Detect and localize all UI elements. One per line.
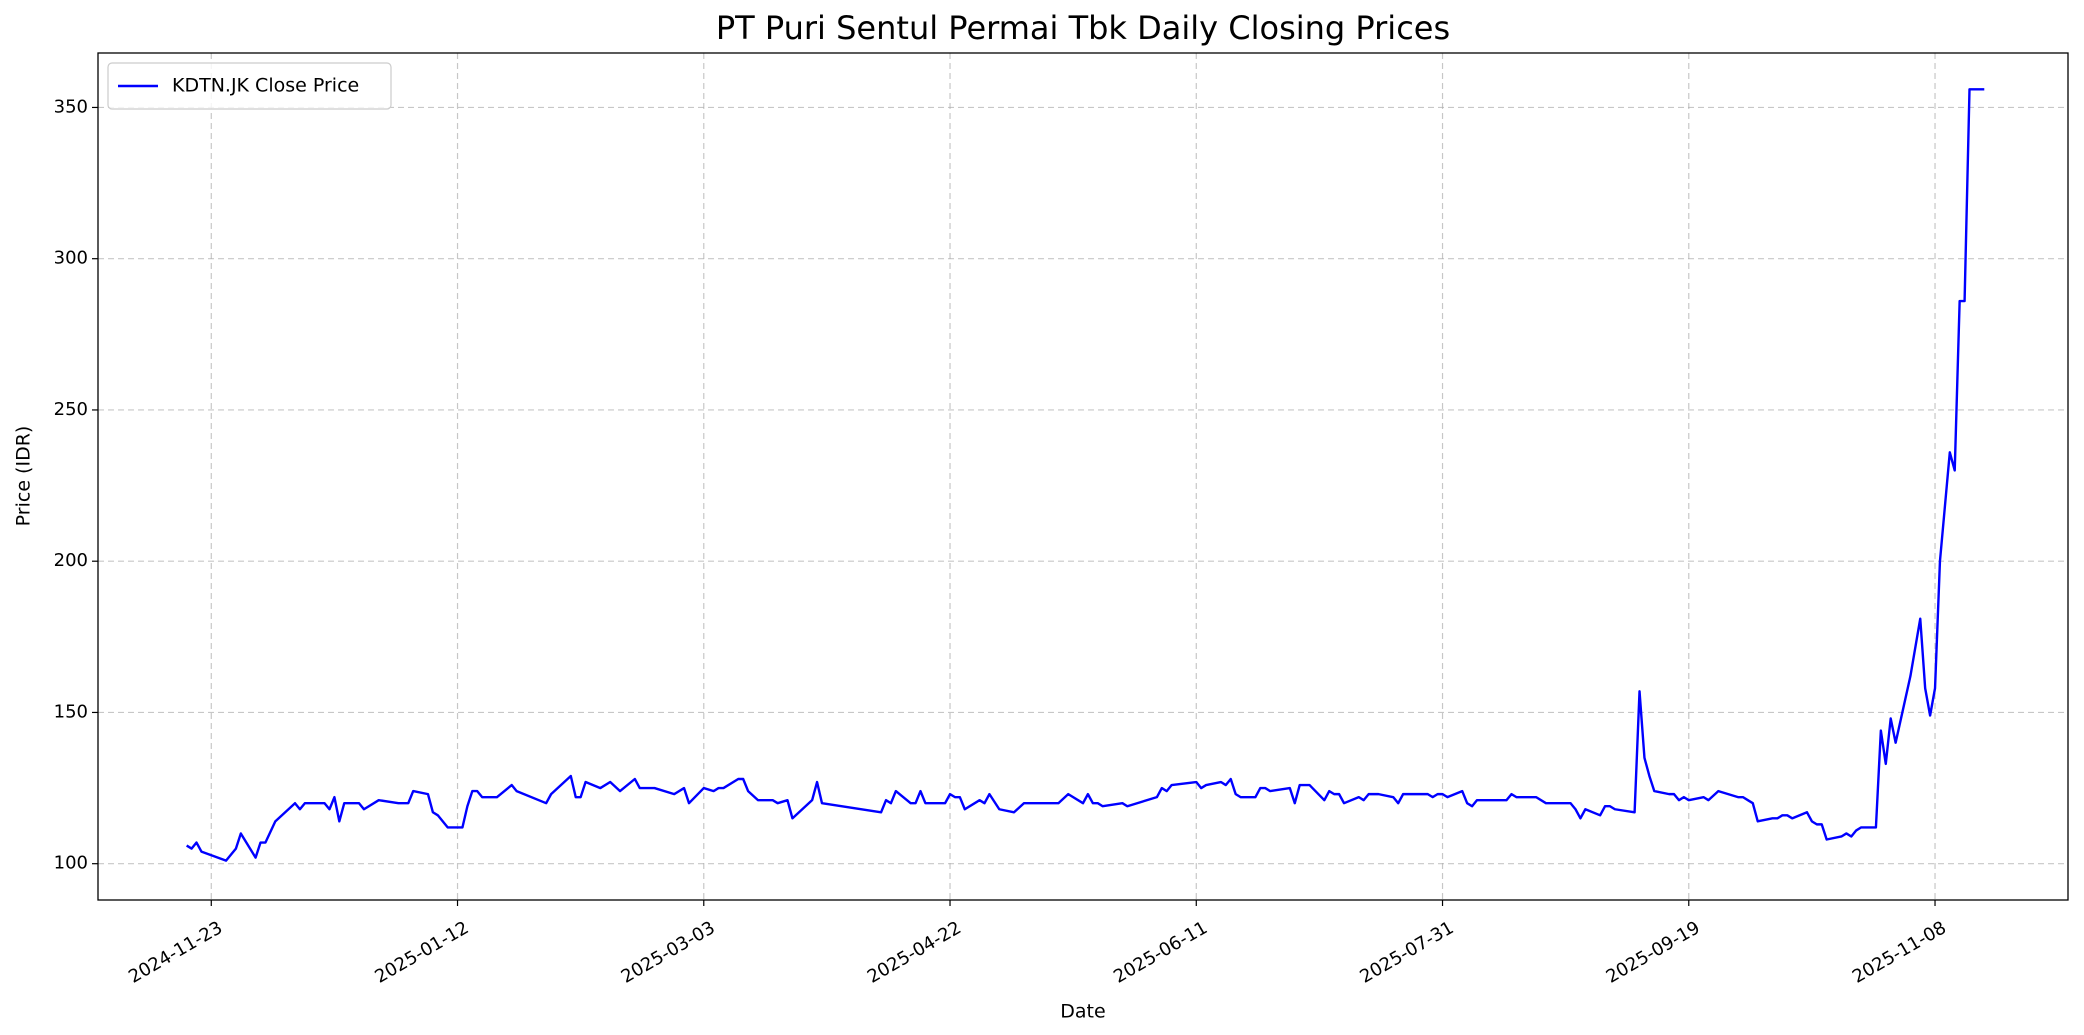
legend-box	[107, 62, 392, 110]
plot-frame	[97, 52, 2069, 901]
y-tick-label: 100	[54, 853, 88, 874]
y-tick-label: 200	[54, 550, 88, 571]
y-tick-label: 300	[54, 248, 88, 269]
y-tick-label: 250	[54, 399, 88, 420]
legend-label: KDTN.JK Close Price	[172, 75, 359, 97]
y-axis-label: Price (IDR)	[13, 426, 35, 527]
price-line	[186, 88, 1985, 862]
y-tick-label: 150	[54, 701, 88, 722]
y-tick-label: 350	[54, 96, 88, 117]
chart-title: PT Puri Sentul Permai Tbk Daily Closing …	[716, 9, 1450, 47]
x-axis-label: Date	[1060, 1001, 1105, 1023]
legend: KDTN.JK Close Price	[107, 62, 392, 110]
